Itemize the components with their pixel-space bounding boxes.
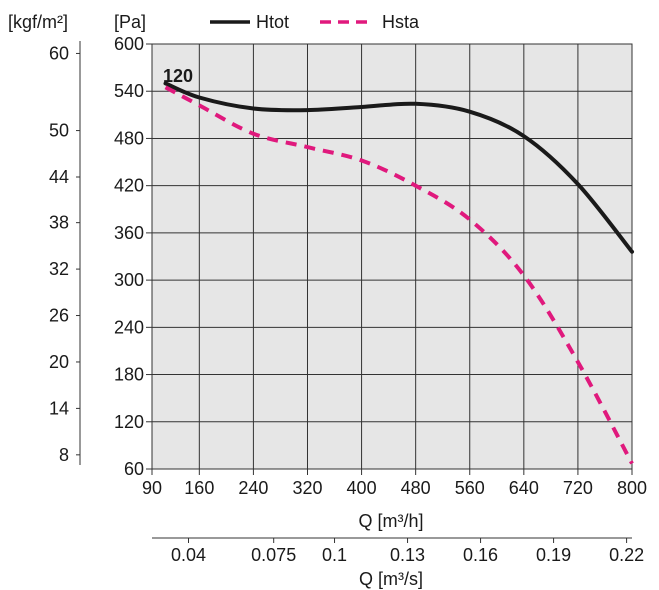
y-tick-label: 600 — [114, 34, 144, 54]
series-line-htot — [163, 81, 634, 254]
legend-hsta-label: Hsta — [382, 12, 420, 32]
y2-tick-label: 14 — [49, 398, 69, 418]
x-tick-label: 160 — [184, 478, 214, 498]
x-axis-label-m3h: Q [m³/h] — [358, 511, 423, 531]
x-tick-label: 240 — [238, 478, 268, 498]
x-tick-label: 320 — [292, 478, 322, 498]
x-axis-m3s: 0.04 0.075 0.1 0.13 0.16 0.19 0.22 — [152, 537, 644, 565]
y-tick-label: 180 — [114, 365, 144, 385]
y2-tick-label: 20 — [49, 352, 69, 372]
y-tick-label: 480 — [114, 128, 144, 148]
y-axis-kgf: 60 50 44 38 32 26 20 14 8 — [49, 41, 81, 465]
y2-tick-label: 60 — [49, 43, 69, 63]
series-line-hsta — [164, 85, 634, 465]
x-axis-m3h: 90 160 240 320 400 480 560 640 720 800 — [142, 469, 647, 498]
y2-tick-label: 26 — [49, 306, 69, 326]
x-tick-label: 480 — [401, 478, 431, 498]
y2-tick-label: 50 — [49, 121, 69, 141]
x-tick-label: 400 — [347, 478, 377, 498]
y-tick-label: 120 — [114, 412, 144, 432]
y2-tick-label: 44 — [49, 167, 69, 187]
x-axis-label-m3s: Q [m³/s] — [359, 569, 423, 589]
x-tick-label: 90 — [142, 478, 162, 498]
curve-label: 120 — [163, 66, 193, 86]
y-tick-label: 300 — [114, 270, 144, 290]
x2-tick-label: 0.22 — [609, 545, 644, 565]
y-axis-unit-pa: [Pa] — [114, 12, 146, 32]
y-tick-label: 540 — [114, 81, 144, 101]
y2-tick-label: 38 — [49, 213, 69, 233]
x-tick-label: 640 — [509, 478, 539, 498]
x2-tick-label: 0.13 — [390, 545, 425, 565]
y2-tick-label: 32 — [49, 259, 69, 279]
x-tick-label: 800 — [617, 478, 647, 498]
y-tick-label: 360 — [114, 223, 144, 243]
x2-tick-label: 0.04 — [171, 545, 206, 565]
x2-tick-label: 0.1 — [322, 545, 347, 565]
y2-tick-label: 8 — [59, 445, 69, 465]
grid — [152, 44, 632, 469]
x-tick-label: 720 — [563, 478, 593, 498]
y-tick-label: 240 — [114, 317, 144, 337]
x-tick-label: 560 — [455, 478, 485, 498]
legend-htot-label: Htot — [256, 12, 289, 32]
y-axis-unit-kgf: [kgf/m²] — [8, 12, 68, 32]
y-axis-pa: 60 120 180 240 300 360 420 480 540 600 — [114, 34, 152, 479]
plot-area — [151, 43, 633, 470]
series-lines — [163, 81, 634, 465]
y-tick-label: 60 — [124, 459, 144, 479]
y-tick-label: 420 — [114, 176, 144, 196]
x2-tick-label: 0.19 — [536, 545, 571, 565]
x2-tick-label: 0.075 — [251, 545, 296, 565]
x2-tick-label: 0.16 — [463, 545, 498, 565]
